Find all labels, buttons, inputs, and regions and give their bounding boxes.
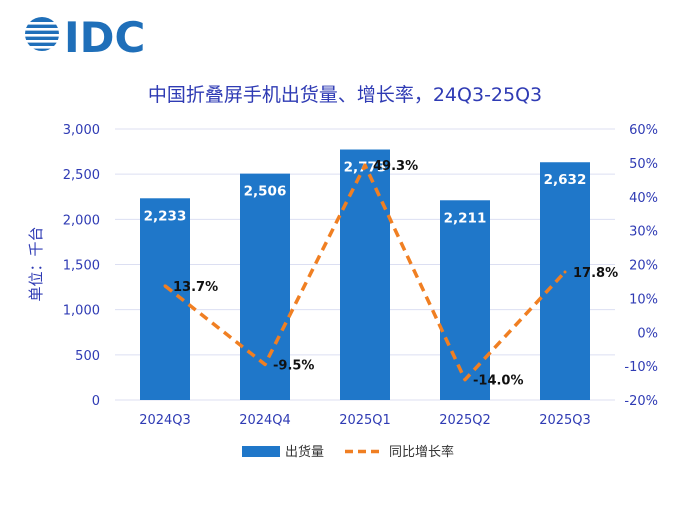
right-tick-label: -20% bbox=[624, 394, 658, 409]
category-label: 2025Q1 bbox=[339, 413, 391, 428]
globe-icon bbox=[24, 17, 60, 51]
legend-label-growth: 同比增长率 bbox=[389, 444, 454, 460]
bar bbox=[340, 149, 390, 400]
growth-rate-label: -14.0% bbox=[473, 374, 524, 389]
legend-label-shipments: 出货量 bbox=[285, 444, 324, 460]
left-tick-label: 0 bbox=[92, 394, 100, 409]
category-label: 2024Q4 bbox=[239, 413, 291, 428]
right-tick-label: 20% bbox=[629, 259, 658, 274]
growth-rate-label: -9.5% bbox=[273, 358, 314, 373]
right-tick-label: 60% bbox=[629, 123, 658, 138]
left-tick-label: 1,500 bbox=[63, 259, 100, 274]
growth-rate-label: 17.8% bbox=[573, 266, 618, 281]
growth-rate-point bbox=[363, 163, 367, 167]
right-tick-label: 10% bbox=[629, 292, 658, 307]
right-tick-label: 40% bbox=[629, 191, 658, 206]
idc-logo: IDC bbox=[24, 13, 145, 62]
chart-title: 中国折叠屏手机出货量、增长率，24Q3-25Q3 bbox=[148, 84, 542, 106]
growth-rate-point bbox=[463, 378, 467, 382]
left-tick-label: 3,000 bbox=[63, 123, 100, 138]
category-labels: 2024Q3 2024Q4 2025Q1 2025Q2 2025Q3 bbox=[139, 413, 591, 428]
y-axis-label: 单位：千台 bbox=[27, 226, 45, 301]
bar bbox=[540, 162, 590, 400]
category-label: 2025Q2 bbox=[439, 413, 491, 428]
left-tick-label: 1,000 bbox=[63, 304, 100, 319]
category-label: 2024Q3 bbox=[139, 413, 191, 428]
growth-rate-point bbox=[163, 284, 167, 288]
bar-value-label: 2,233 bbox=[144, 208, 187, 224]
left-tick-label: 2,000 bbox=[63, 213, 100, 228]
bar-value-label: 2,211 bbox=[444, 210, 487, 226]
category-label: 2025Q3 bbox=[539, 413, 591, 428]
growth-rate-point bbox=[263, 362, 267, 366]
right-tick-label: -10% bbox=[624, 360, 658, 375]
growth-rate-label: 49.3% bbox=[373, 159, 418, 174]
right-axis-ticks: -20% -10% 0% 10% 20% 30% 40% 50% 60% bbox=[624, 123, 658, 409]
right-tick-label: 30% bbox=[629, 225, 658, 240]
left-axis-ticks: 0 500 1,000 1,500 2,000 2,500 3,000 bbox=[63, 123, 100, 409]
right-tick-label: 0% bbox=[637, 326, 658, 341]
left-tick-label: 2,500 bbox=[63, 168, 100, 183]
bar bbox=[440, 200, 490, 400]
legend: 出货量 同比增长率 bbox=[242, 444, 454, 460]
logo-wordmark: IDC bbox=[64, 13, 145, 62]
line-series: 13.7% -9.5% 49.3% -14.0% 17.8% bbox=[163, 159, 618, 389]
bar-value-label: 2,506 bbox=[244, 184, 287, 200]
legend-swatch-shipments bbox=[242, 446, 280, 457]
right-tick-label: 50% bbox=[629, 157, 658, 172]
left-tick-label: 500 bbox=[75, 349, 100, 364]
growth-rate-label: 13.7% bbox=[173, 280, 218, 295]
growth-rate-point bbox=[563, 270, 567, 274]
bar-value-label: 2,632 bbox=[544, 172, 587, 188]
